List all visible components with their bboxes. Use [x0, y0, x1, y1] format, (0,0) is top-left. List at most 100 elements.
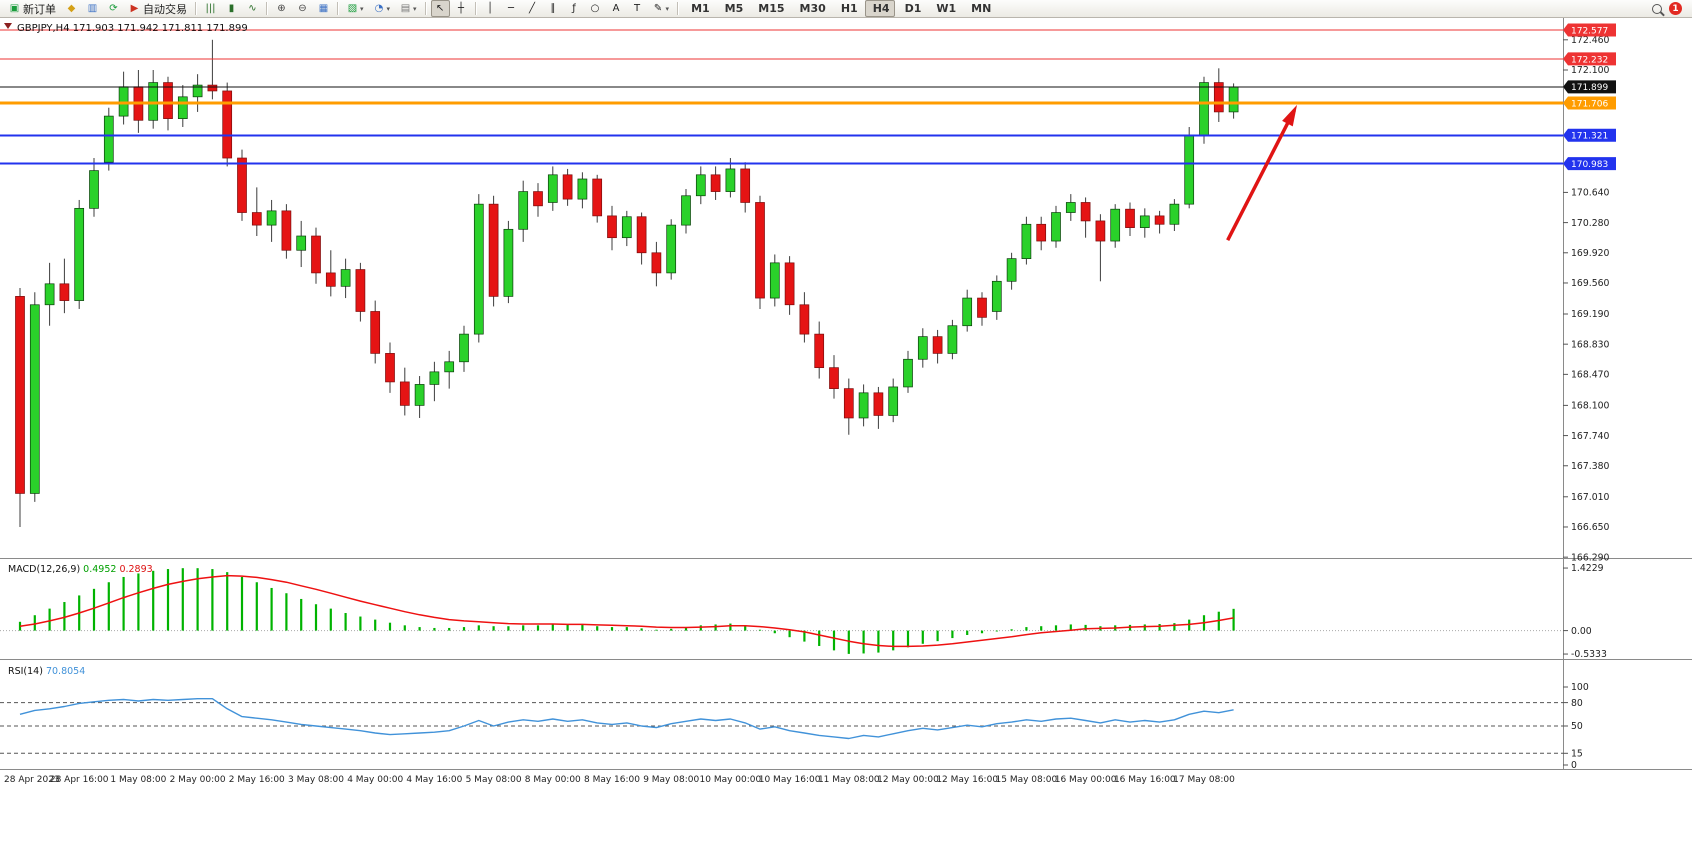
tf-m5[interactable]: M5	[717, 0, 749, 17]
chart-svg[interactable]: 172.460 172.100 170.640 170.280 169.920 169.5…	[0, 18, 1692, 853]
trend-arrow[interactable]	[1226, 104, 1298, 242]
price-tick-label: 167.740	[1571, 431, 1610, 442]
new-order-button[interactable]: ▣ 新订单	[5, 0, 60, 17]
tf-m15[interactable]: M15	[750, 0, 789, 17]
candle-body	[710, 174, 721, 192]
candle-body	[1110, 208, 1121, 242]
bars-chart-button[interactable]: |||	[201, 0, 220, 17]
zoom-out-button[interactable]: ⊖	[293, 0, 312, 17]
line-chart-button[interactable]: ∿	[243, 0, 262, 17]
chart-area[interactable]: 172.460 172.100 170.640 170.280 169.920 169.5…	[0, 18, 1692, 853]
candle-body	[459, 333, 469, 363]
autotrading-button[interactable]: ▶ 自动交易	[125, 0, 191, 17]
candle-body	[89, 170, 99, 209]
candle-body	[962, 297, 973, 327]
macd-signal-line	[19, 574, 1234, 648]
template-button[interactable]: ▤ ▾	[396, 0, 421, 17]
charts-icon: ▥	[87, 2, 98, 14]
time-label: 28 Apr 2023	[4, 775, 60, 785]
toolbar-right-group: 1	[1652, 2, 1688, 15]
candle-body	[651, 252, 662, 274]
candle-body	[207, 84, 218, 92]
price-tag-172.232	[1563, 52, 1616, 66]
collapse-triangle-icon[interactable]	[4, 23, 12, 29]
candlestick-chart-button[interactable]: ▮	[222, 0, 241, 17]
bars-chart-icon: |||	[205, 2, 216, 14]
tf-m30[interactable]: M30	[792, 0, 831, 17]
macd-tick-label: -0.5333	[1571, 649, 1607, 660]
shapes-button[interactable]: ○	[586, 0, 605, 17]
toolbar-separator	[677, 2, 680, 15]
charts-button[interactable]: ▥	[83, 0, 102, 17]
candle-body	[1095, 220, 1106, 242]
horizontal-line-button[interactable]: ─	[502, 0, 521, 17]
tf-mn[interactable]: MN	[963, 0, 996, 17]
tf-h1[interactable]: H1	[833, 0, 863, 17]
candle-body	[977, 297, 987, 318]
time-label: 2 May 00:00	[170, 775, 226, 785]
time-label: 16 May 00:00	[1055, 775, 1117, 785]
price-tick-label: 170.280	[1571, 218, 1610, 229]
candle-body	[1125, 208, 1135, 228]
time-label: 9 May 08:00	[643, 775, 699, 785]
candle-body	[1154, 215, 1165, 225]
market-button[interactable]: ◆	[62, 0, 81, 17]
candle-body	[518, 191, 529, 230]
cursor-button[interactable]: ↖	[430, 0, 450, 17]
refresh-button[interactable]: ⟳	[104, 0, 123, 17]
tf-d1[interactable]: D1	[897, 0, 927, 17]
text-label-icon: T	[633, 2, 641, 14]
candle-body	[903, 358, 913, 388]
price-axis[interactable]: 172.460 172.100 170.640 170.280 169.920 169.5…	[1563, 23, 1616, 563]
zoom-in-button[interactable]: ⊕	[272, 0, 291, 17]
period-button[interactable]: ◔ ▾	[370, 0, 395, 17]
tf-m1[interactable]: M1	[683, 0, 715, 17]
crosshair-button[interactable]: ┼	[452, 0, 471, 17]
candle-body	[444, 361, 455, 373]
candle-body	[991, 280, 1002, 312]
dropdown-caret-icon: ▾	[360, 4, 364, 13]
channel-button[interactable]: ∥	[544, 0, 563, 17]
candle-body	[725, 168, 736, 192]
candle-body	[1199, 82, 1209, 136]
price-tag-text: 172.232	[1571, 55, 1608, 65]
line-chart-icon: ∿	[248, 2, 257, 14]
shapes-icon: ○	[590, 2, 600, 14]
candle-body	[74, 207, 85, 301]
tile-windows-button[interactable]: ▦	[314, 0, 333, 17]
search-icon[interactable]	[1652, 3, 1662, 14]
candle-body	[29, 304, 40, 494]
fibonacci-button[interactable]: ƒ	[565, 0, 584, 17]
candle-body	[636, 216, 647, 254]
candle-body	[621, 216, 632, 239]
text-label-button[interactable]: T	[628, 0, 647, 17]
candle-body	[1213, 82, 1224, 113]
price-tag-171.899	[1563, 80, 1616, 94]
vertical-line-button[interactable]: │	[481, 0, 500, 17]
price-tick-label: 166.290	[1571, 552, 1610, 563]
candle-body	[533, 191, 543, 207]
tile-windows-icon: ▦	[318, 2, 329, 14]
candle-body	[799, 304, 810, 335]
candle-body	[577, 178, 588, 200]
macd-tick-label: 1.4229	[1571, 563, 1604, 574]
trendline-button[interactable]: ╱	[523, 0, 542, 17]
candle-body	[607, 215, 617, 239]
arrows-button[interactable]: ✎ ▾	[649, 0, 674, 17]
text-button[interactable]: A	[607, 0, 626, 17]
candle-body	[814, 333, 825, 369]
candle-body	[177, 96, 188, 119]
toolbar-separator	[195, 2, 197, 15]
candle-body	[15, 296, 25, 494]
candle-body	[399, 381, 410, 406]
new-chart-button[interactable]: ▧ ▾	[343, 0, 368, 17]
tf-h4[interactable]: H4	[864, 0, 895, 17]
candle-body	[784, 262, 795, 306]
notification-badge[interactable]: 1	[1669, 2, 1682, 15]
price-tick-label: 168.100	[1571, 401, 1610, 412]
tf-w1[interactable]: W1	[928, 0, 961, 17]
candle-body	[1228, 86, 1239, 113]
time-label: 3 May 08:00	[288, 775, 344, 785]
arrows-icon: ✎	[653, 2, 663, 14]
